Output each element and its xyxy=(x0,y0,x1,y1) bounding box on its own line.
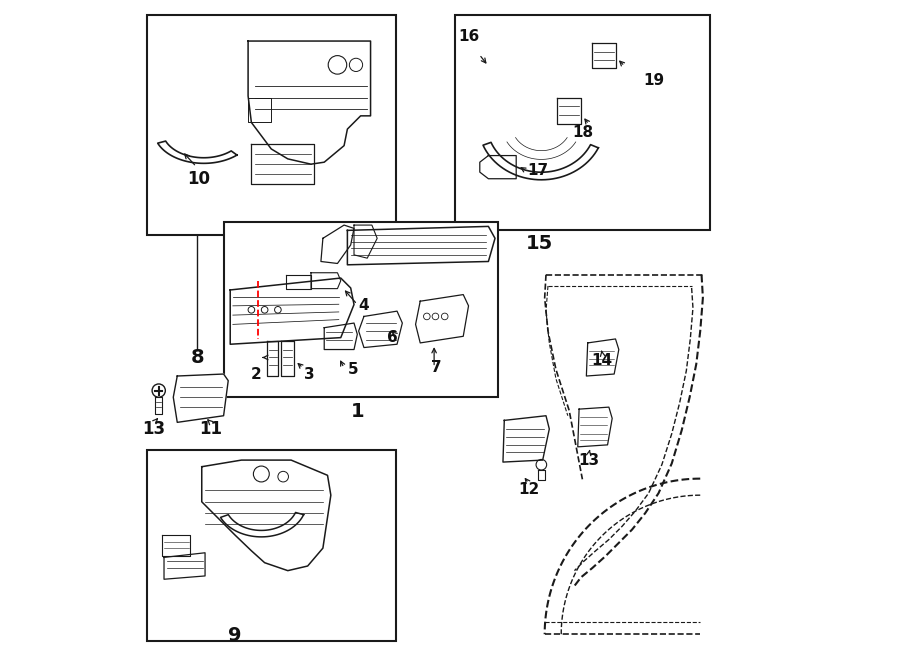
Polygon shape xyxy=(248,98,271,122)
Bar xyxy=(455,15,710,230)
Text: 3: 3 xyxy=(304,367,315,382)
Text: 13: 13 xyxy=(579,453,599,467)
Polygon shape xyxy=(587,339,619,376)
Polygon shape xyxy=(578,407,612,447)
Polygon shape xyxy=(538,470,544,480)
Polygon shape xyxy=(354,225,377,258)
Text: 16: 16 xyxy=(458,29,479,44)
Text: 17: 17 xyxy=(526,164,548,178)
Polygon shape xyxy=(281,341,293,376)
Polygon shape xyxy=(483,142,598,180)
Polygon shape xyxy=(557,98,581,124)
Text: 1: 1 xyxy=(350,402,365,421)
Polygon shape xyxy=(347,226,495,265)
Bar xyxy=(147,450,396,641)
Text: 11: 11 xyxy=(199,420,222,438)
Bar xyxy=(223,222,498,397)
Polygon shape xyxy=(164,553,205,579)
Polygon shape xyxy=(174,374,229,422)
Polygon shape xyxy=(220,512,303,537)
Polygon shape xyxy=(311,273,341,289)
Polygon shape xyxy=(286,275,311,289)
Polygon shape xyxy=(162,535,191,556)
Text: 5: 5 xyxy=(347,362,358,377)
Polygon shape xyxy=(416,295,469,343)
Polygon shape xyxy=(321,225,354,263)
Text: 2: 2 xyxy=(251,367,261,381)
Polygon shape xyxy=(251,144,314,184)
Text: 13: 13 xyxy=(142,420,165,438)
Polygon shape xyxy=(202,460,331,571)
Bar xyxy=(147,15,396,235)
Text: 7: 7 xyxy=(431,360,442,375)
Polygon shape xyxy=(158,141,237,164)
Polygon shape xyxy=(267,341,278,376)
Polygon shape xyxy=(592,43,616,68)
Text: 9: 9 xyxy=(228,626,241,645)
Polygon shape xyxy=(156,397,162,414)
Polygon shape xyxy=(230,278,354,344)
Polygon shape xyxy=(358,311,402,348)
Polygon shape xyxy=(324,323,357,350)
Text: 10: 10 xyxy=(187,169,210,188)
Text: 12: 12 xyxy=(518,483,539,497)
Text: 19: 19 xyxy=(644,73,664,88)
Polygon shape xyxy=(248,41,371,164)
Polygon shape xyxy=(480,156,517,179)
Text: 18: 18 xyxy=(572,125,593,140)
Polygon shape xyxy=(503,416,549,462)
Text: 8: 8 xyxy=(190,348,204,367)
Text: 6: 6 xyxy=(387,330,398,345)
Text: 4: 4 xyxy=(358,299,369,313)
Text: 15: 15 xyxy=(526,234,553,253)
Text: 14: 14 xyxy=(591,354,613,368)
